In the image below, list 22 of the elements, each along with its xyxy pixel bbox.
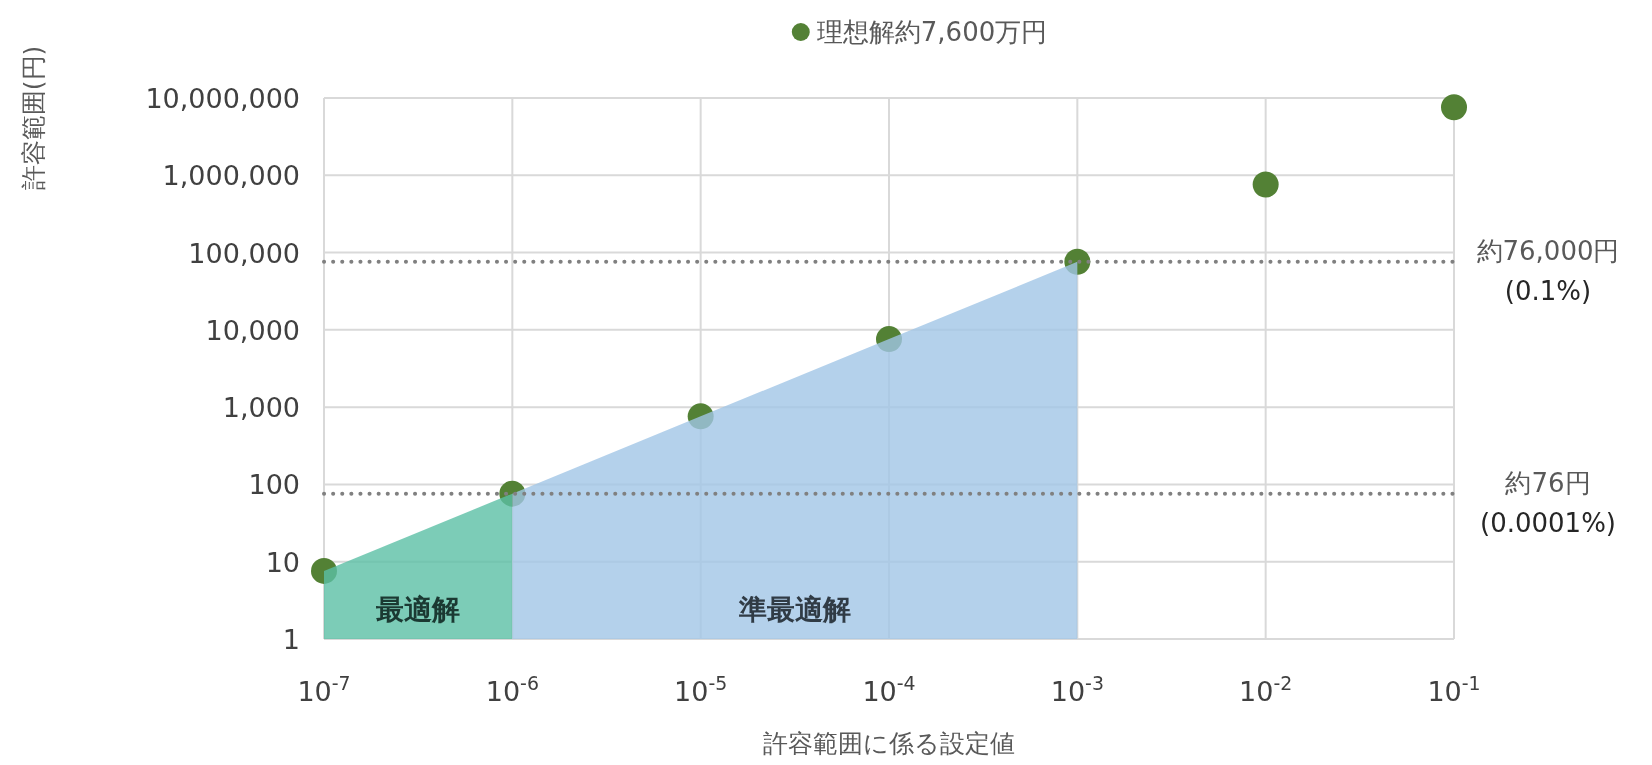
x-tick-label: 10$^{-5}$: [674, 672, 728, 707]
series-label: 最適解: [375, 593, 461, 626]
y-tick-label: 10: [265, 546, 300, 578]
y-tick-label: 1,000: [222, 392, 300, 424]
series-label: 準最適解: [737, 593, 851, 626]
ref-line-label: 約76円 (0.0001%): [1480, 467, 1616, 538]
y-tick-label: 1: [282, 624, 300, 655]
y-tick-label: 100: [248, 469, 300, 501]
x-tick-label: 10$^{-7}$: [297, 672, 351, 707]
x-tick-label: 10$^{-2}$: [1239, 672, 1293, 707]
y-tick-label: 100,000: [188, 237, 300, 269]
x-tick-label: 10$^{-1}$: [1427, 672, 1481, 707]
x-axis-title: 許容範囲に係る設定値: [763, 729, 1015, 758]
ref-line-label: 約76,000円 (0.1%): [1476, 235, 1620, 306]
legend: 理想解約7,600万円: [791, 17, 1048, 47]
x-tick-label: 10$^{-4}$: [862, 672, 916, 707]
y-tick-label: 10,000,000: [145, 83, 300, 114]
y-tick-label: 10,000: [205, 314, 300, 346]
y-tick-label: 1,000,000: [162, 160, 300, 192]
x-tick-label: 10$^{-6}$: [485, 672, 539, 707]
y-axis-title: 許容範囲(円): [19, 45, 48, 191]
x-tick-label: 10$^{-3}$: [1050, 672, 1104, 707]
